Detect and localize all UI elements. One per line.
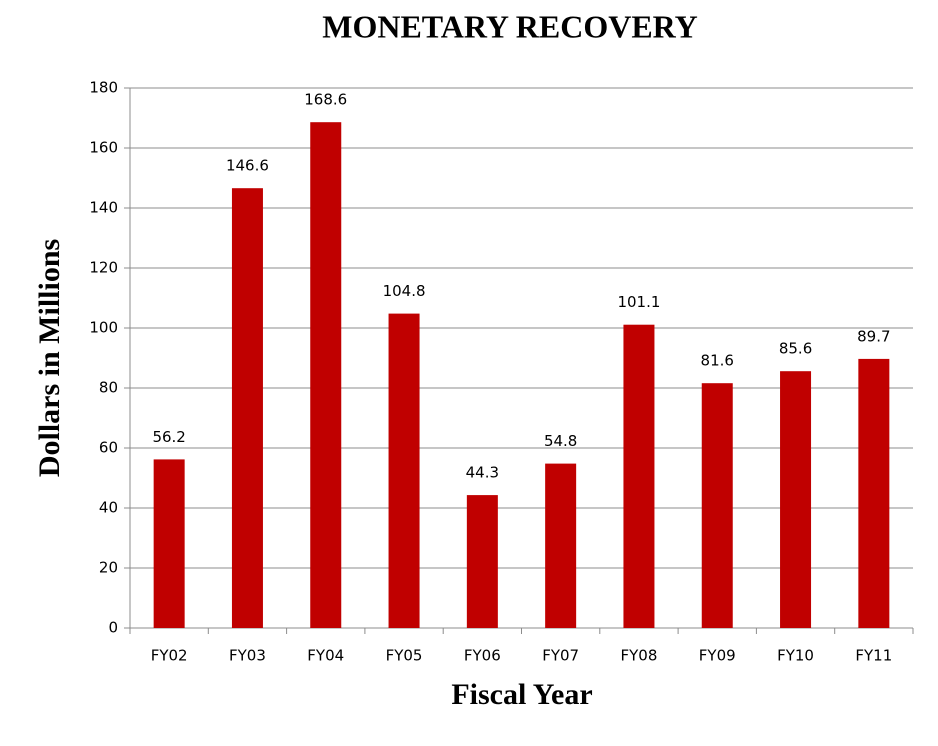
y-tick-label: 100	[89, 319, 118, 337]
y-tick-label: 120	[89, 259, 118, 277]
data-label: 81.6	[701, 352, 734, 370]
data-label: 54.8	[544, 432, 577, 450]
bar	[388, 313, 420, 628]
y-tick-label: 40	[99, 499, 118, 517]
data-label: 44.3	[466, 464, 499, 482]
chart-title: MONETARY RECOVERY	[322, 8, 698, 44]
y-tick-label: 80	[99, 379, 118, 397]
bar	[545, 463, 577, 628]
y-tick-label: 20	[99, 559, 118, 577]
bar	[701, 383, 733, 628]
x-tick-label: FY02	[151, 647, 188, 665]
bar	[466, 495, 498, 628]
y-tick-label: 60	[99, 439, 118, 457]
bar	[310, 122, 342, 628]
bar	[231, 188, 263, 628]
x-tick-label: FY11	[855, 647, 892, 665]
data-label: 56.2	[152, 428, 185, 446]
x-tick-label: FY04	[307, 647, 344, 665]
bar	[153, 459, 185, 628]
y-tick-label: 140	[89, 199, 118, 217]
x-tick-label: FY03	[229, 647, 266, 665]
y-axis-label: Dollars in Millions	[33, 239, 66, 477]
y-tick-label: 0	[108, 619, 118, 637]
x-tick-label: FY05	[386, 647, 423, 665]
data-label: 146.6	[226, 157, 269, 175]
bar	[858, 358, 890, 628]
data-label: 168.6	[304, 91, 347, 109]
bar	[623, 324, 655, 628]
data-label: 89.7	[857, 327, 890, 345]
x-tick-label: FY10	[777, 647, 814, 665]
bar	[780, 371, 812, 628]
x-tick-label: FY06	[464, 647, 501, 665]
y-tick-label: 180	[89, 79, 118, 97]
data-label: 85.6	[779, 340, 812, 358]
x-tick-label: FY07	[542, 647, 579, 665]
y-tick-label: 160	[89, 139, 118, 157]
x-tick-label: FY09	[699, 647, 736, 665]
x-axis-label: Fiscal Year	[451, 678, 592, 711]
x-tick-label: FY08	[621, 647, 658, 665]
data-label: 104.8	[383, 282, 426, 300]
data-label: 101.1	[617, 293, 660, 311]
